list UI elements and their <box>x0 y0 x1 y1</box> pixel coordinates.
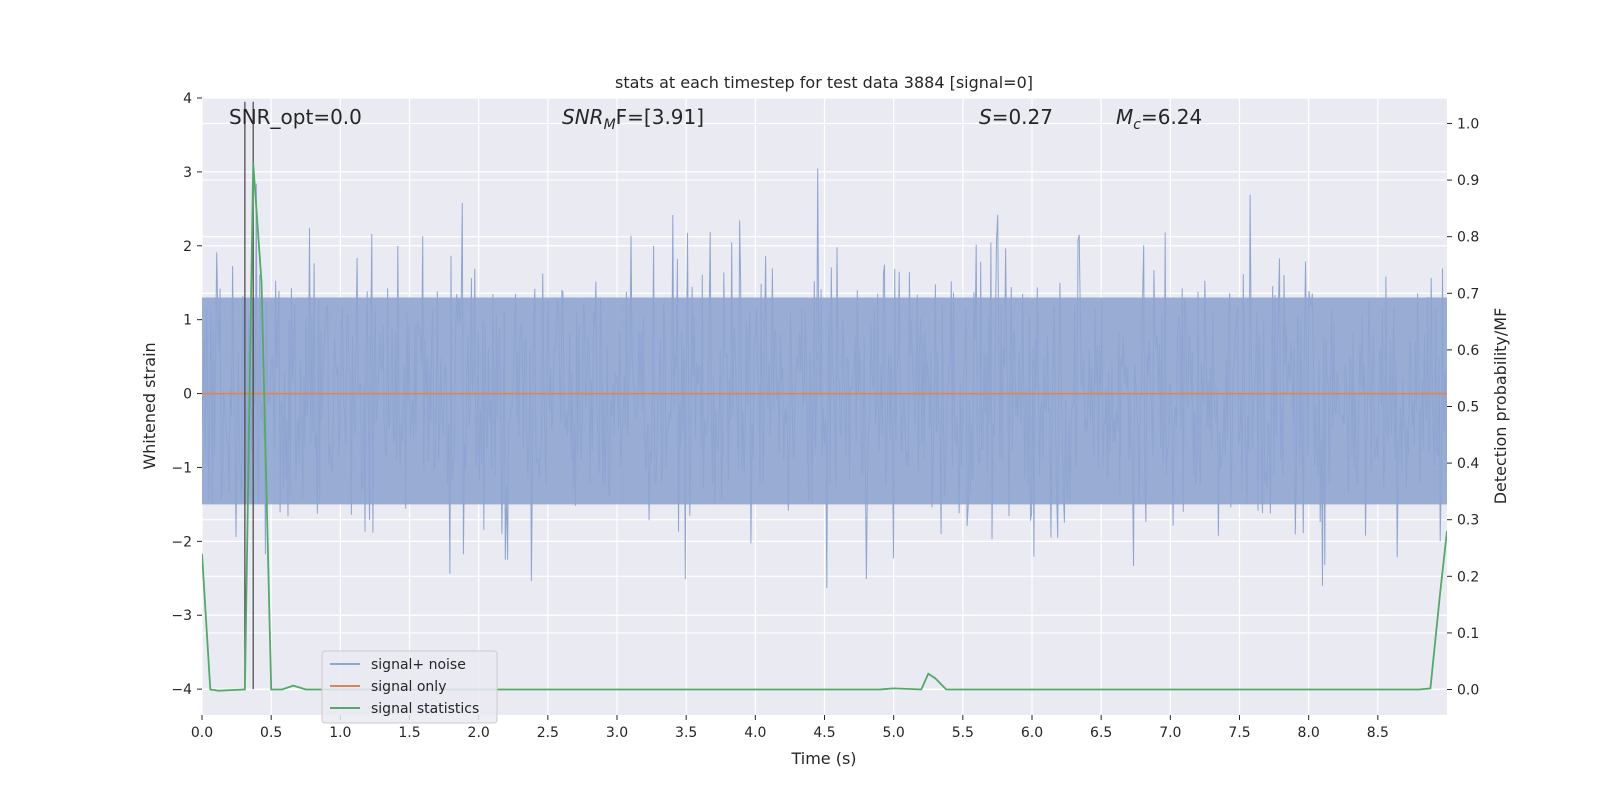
y-tick-label: 4 <box>183 91 192 107</box>
y-tick-label-right: 0.7 <box>1457 286 1479 302</box>
x-axis-label: Time (s) <box>790 749 856 768</box>
noise-trace <box>202 168 1447 589</box>
x-tick-label: 8.5 <box>1367 725 1389 741</box>
y-tick-label: −1 <box>171 460 192 476</box>
legend-label-statistics: signal statistics <box>371 701 479 717</box>
y-tick-label: −3 <box>171 608 192 624</box>
x-tick-label: 7.0 <box>1159 725 1181 741</box>
x-tick-label: 3.5 <box>675 725 697 741</box>
y-tick-label-right: 0.3 <box>1457 513 1479 529</box>
x-axis-ticks: 0.0 0.5 1.0 1.5 2.0 2.5 3.0 3.5 4.0 4.5 5.0 5.5 6.0 6… <box>191 715 1389 741</box>
y-axis-ticks-left: −4 −3 −2 −1 0 1 2 3 4 <box>171 91 202 698</box>
chart-title: stats at each timestep for test data 388… <box>615 73 1033 92</box>
y-axis-label-left: Whitened strain <box>140 342 159 469</box>
x-tick-label: 4.5 <box>813 725 835 741</box>
x-tick-label: 5.5 <box>952 725 974 741</box>
x-tick-label: 1.5 <box>398 725 420 741</box>
annotation-s: S=0.27 <box>979 105 1053 129</box>
x-tick-label: 0.0 <box>191 725 213 741</box>
x-tick-label: 6.5 <box>1090 725 1112 741</box>
x-tick-label: 8.0 <box>1298 725 1320 741</box>
legend: signal+ noise signal only signal statist… <box>321 650 498 724</box>
y-tick-label-right: 1.0 <box>1457 116 1479 132</box>
y-tick-label-right: 0.1 <box>1457 626 1479 642</box>
y-tick-label: −4 <box>171 682 192 698</box>
y-tick-label-right: 0.6 <box>1457 343 1479 359</box>
signal-plus-noise-series <box>202 168 1447 589</box>
y-tick-label: 1 <box>183 313 192 329</box>
x-tick-label: 0.5 <box>260 725 282 741</box>
x-tick-label: 4.0 <box>744 725 766 741</box>
legend-label-signal-only: signal only <box>371 679 446 695</box>
x-tick-label: 1.0 <box>329 725 351 741</box>
y-tick-label: 3 <box>183 165 192 181</box>
y-tick-label: −2 <box>171 534 192 550</box>
annotation-snr-mf: SNRMF=[3.91] <box>562 105 704 133</box>
x-tick-label: 2.5 <box>537 725 559 741</box>
x-tick-label: 6.0 <box>1021 725 1043 741</box>
y-tick-label-right: 0.8 <box>1457 230 1479 246</box>
y-tick-label-right: 0.2 <box>1457 569 1479 585</box>
annotation-snr-opt: SNR_opt=0.0 <box>229 105 362 129</box>
y-tick-label-right: 0.0 <box>1457 683 1479 699</box>
y-tick-label-right: 0.5 <box>1457 400 1479 416</box>
y-axis-ticks-right: 0.0 0.1 0.2 0.3 0.4 0.5 0.6 0.7 0.8 0.9 1.0 <box>1447 116 1479 699</box>
y-tick-label: 0 <box>183 387 192 403</box>
legend-label-noise: signal+ noise <box>371 657 466 673</box>
x-tick-label: 5.0 <box>883 725 905 741</box>
x-tick-label: 7.5 <box>1228 725 1250 741</box>
y-tick-label: 2 <box>183 239 192 255</box>
annotation-mc: Mc=6.24 <box>1116 105 1202 133</box>
legend-box <box>321 650 498 724</box>
x-tick-label: 3.0 <box>606 725 628 741</box>
y-tick-label-right: 0.4 <box>1457 456 1479 472</box>
y-tick-label-right: 0.9 <box>1457 173 1479 189</box>
y-axis-label-right: Detection probability/MF <box>1491 308 1510 505</box>
x-tick-label: 2.0 <box>468 725 490 741</box>
